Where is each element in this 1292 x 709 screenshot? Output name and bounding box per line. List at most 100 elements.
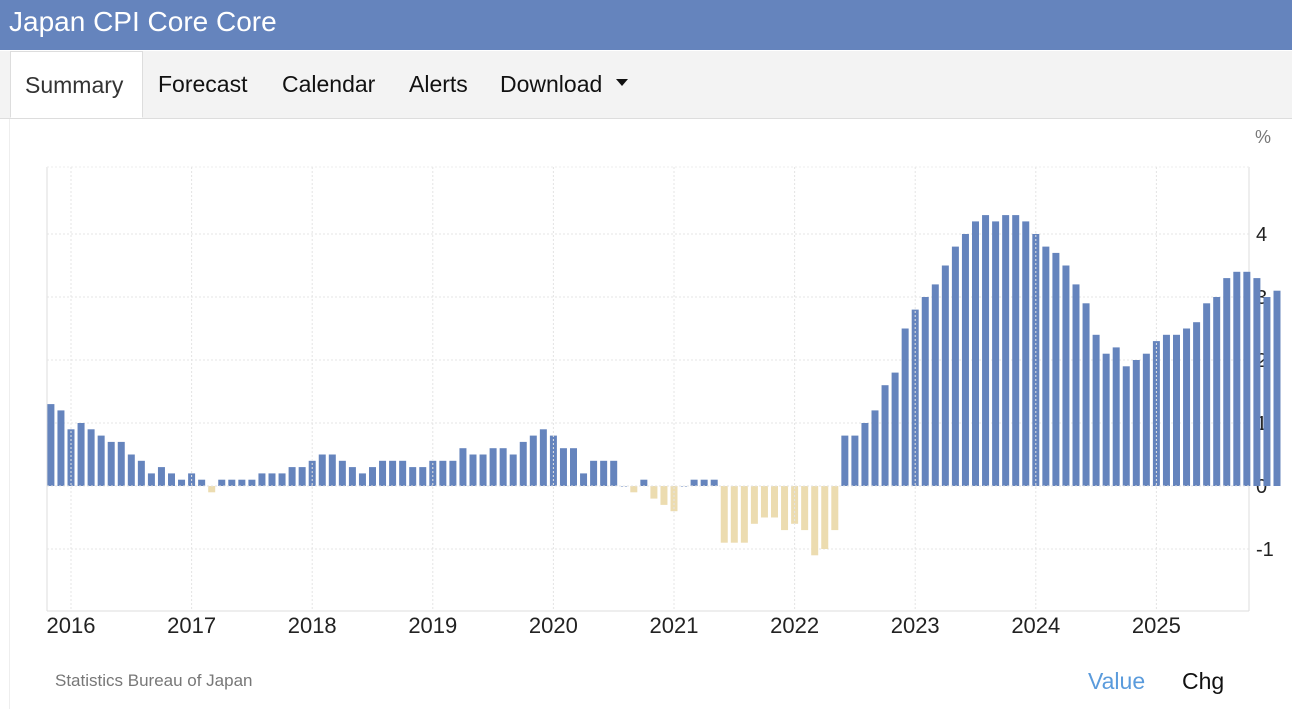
bar [801, 486, 809, 531]
x-tick-label: 2022 [770, 613, 819, 638]
bar [1233, 271, 1241, 486]
tab-download[interactable]: Download [500, 51, 629, 118]
bar [248, 479, 256, 486]
bar [720, 486, 728, 543]
chart-left-border [9, 119, 10, 709]
value-toggle-button[interactable]: Value [1088, 668, 1146, 694]
bar [891, 372, 899, 486]
y-tick-label: 4 [1256, 224, 1267, 246]
bar [47, 404, 55, 486]
bar [97, 435, 105, 486]
tab-summary-label: Summary [25, 72, 124, 98]
bar [1213, 297, 1221, 486]
bar [499, 448, 507, 486]
bar [127, 454, 135, 486]
bar [1203, 303, 1211, 486]
bar [77, 423, 85, 486]
x-tick-label: 2019 [408, 613, 457, 638]
bar [690, 479, 698, 486]
bar [901, 328, 909, 486]
x-tick-label: 2024 [1011, 613, 1060, 638]
bar [640, 479, 648, 486]
bar [600, 460, 608, 486]
bar [278, 473, 286, 486]
bar [559, 448, 567, 486]
x-tick-label: 2016 [47, 613, 96, 638]
bar [469, 454, 477, 486]
bar [157, 467, 165, 486]
bar [871, 410, 879, 486]
bar [811, 486, 819, 556]
y-tick-label: 0 [1256, 476, 1267, 498]
bar [610, 460, 618, 486]
bar [911, 309, 919, 486]
bar [509, 454, 517, 486]
tab-download-label: Download [500, 71, 603, 97]
bar [881, 385, 889, 486]
bar [338, 460, 346, 486]
bar [710, 479, 718, 486]
bar [1193, 322, 1201, 486]
bar [1173, 334, 1180, 486]
x-tick-label: 2018 [288, 613, 337, 638]
bar [650, 486, 658, 499]
bar [268, 473, 276, 486]
bar [1243, 271, 1251, 486]
bar [67, 429, 75, 486]
bar [379, 460, 387, 486]
bar [861, 423, 869, 486]
source-label: Statistics Bureau of Japan [55, 671, 253, 690]
bar [831, 486, 839, 531]
bar [750, 486, 758, 524]
bar [218, 479, 226, 486]
bar [660, 486, 668, 505]
bar [459, 448, 467, 486]
bar [1072, 284, 1080, 486]
bar [740, 486, 748, 543]
bar [961, 234, 969, 486]
x-tick-label: 2021 [650, 613, 699, 638]
bar [1092, 334, 1100, 486]
bar [308, 460, 316, 486]
bar [318, 454, 326, 486]
bar [539, 429, 547, 486]
bar [590, 460, 598, 486]
caret-down-icon [616, 79, 629, 87]
bar [298, 467, 306, 486]
bar [1122, 366, 1130, 486]
chg-toggle-button[interactable]: Chg [1182, 668, 1225, 694]
bar [1152, 341, 1160, 486]
tab-alerts[interactable]: Alerts [409, 51, 468, 118]
bar [1162, 334, 1170, 486]
bar [369, 467, 376, 486]
bar [439, 460, 447, 486]
y-tick-label: 1 [1256, 413, 1267, 435]
bar [760, 486, 768, 518]
bar [198, 479, 206, 486]
bar [107, 441, 115, 486]
bar [1052, 252, 1060, 486]
bar [1132, 360, 1140, 486]
bar [479, 454, 487, 486]
bar [771, 486, 778, 518]
bar [1112, 347, 1120, 486]
y-tick-label: 2 [1256, 350, 1267, 372]
bar [238, 479, 246, 486]
bar [1022, 221, 1030, 486]
x-tick-label: 2020 [529, 613, 578, 638]
tab-calendar[interactable]: Calendar [282, 51, 375, 118]
x-tick-label: 2025 [1132, 613, 1181, 638]
bar [258, 473, 266, 486]
tab-summary[interactable]: Summary [10, 51, 143, 118]
bar [841, 435, 849, 486]
bar [87, 429, 95, 486]
bar [288, 467, 296, 486]
bar [409, 467, 417, 486]
bar [1042, 246, 1050, 486]
tab-forecast[interactable]: Forecast [158, 51, 247, 118]
bar [580, 473, 588, 486]
x-tick-label: 2023 [891, 613, 940, 638]
bar [630, 486, 638, 493]
tab-bar: Summary Forecast Calendar Alerts Downloa… [0, 51, 1292, 119]
y-tick-label: -1 [1256, 539, 1274, 561]
